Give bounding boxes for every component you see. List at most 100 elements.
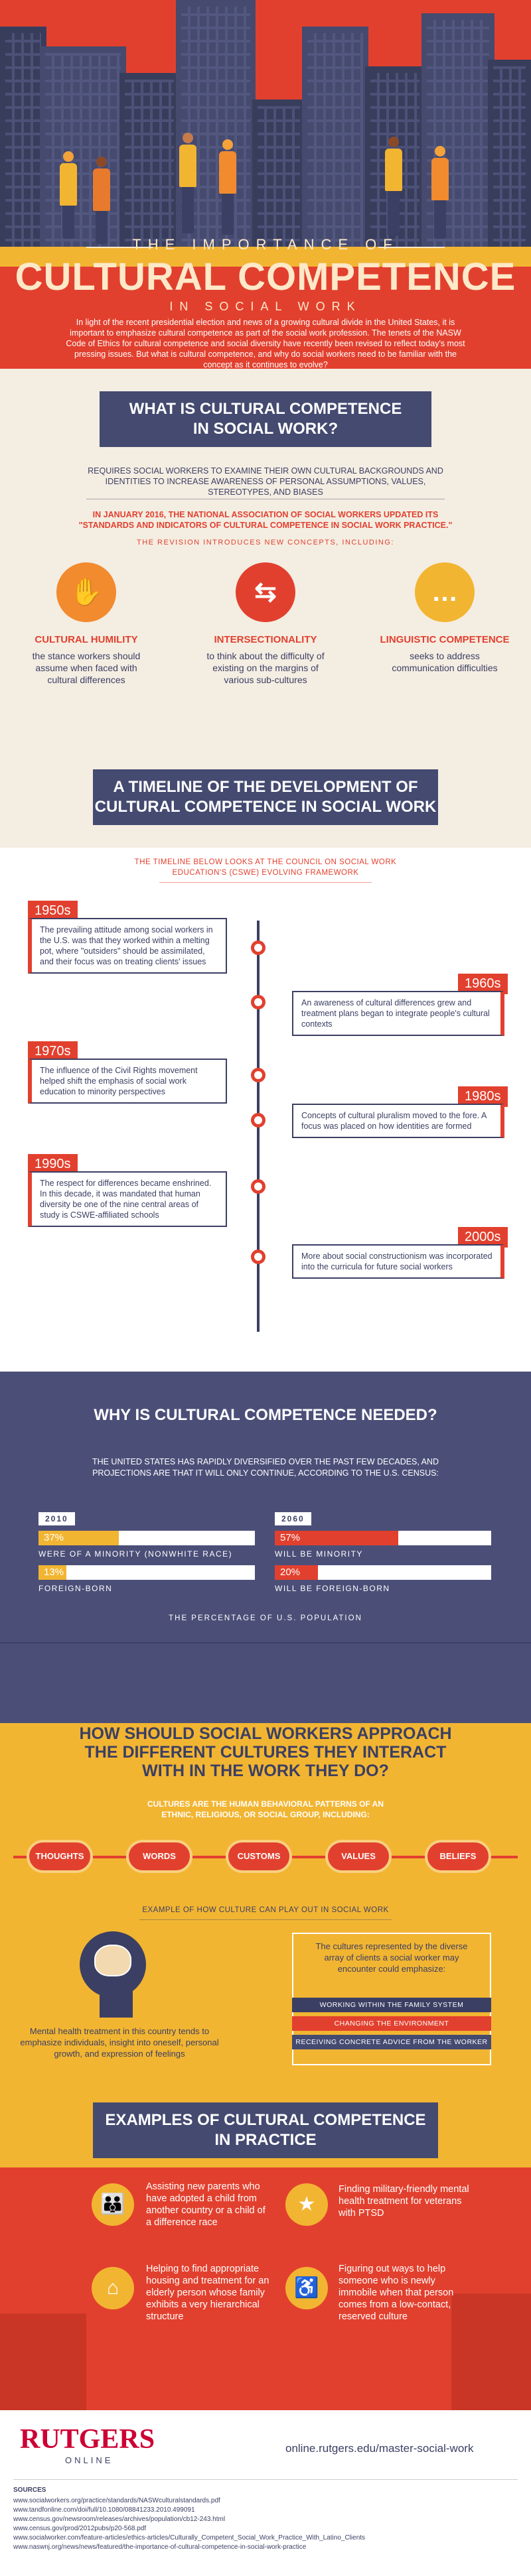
building-illustration	[252, 99, 305, 252]
decade-label: 1980s	[458, 1086, 508, 1107]
family-icon: 👪	[92, 2183, 134, 2226]
examples-section: 👪 Assisting new parents who have adopted…	[0, 2167, 531, 2410]
timeline-dot	[251, 1179, 266, 1194]
timeline-card: The respect for differences became enshr…	[28, 1171, 227, 1227]
source-link[interactable]: www.census.gov/prod/2012pubs/p20-568.pdf	[13, 2525, 147, 2532]
stat-label: WILL BE FOREIGN-BORN	[275, 1584, 390, 1593]
examples-heading-banner: EXAMPLES OF CULTURAL COMPETENCE IN PRACT…	[93, 2102, 438, 2166]
timeline-heading-line2: CULTURAL COMPETENCE IN SOCIAL WORK	[94, 798, 437, 816]
what-heading-line2: IN SOCIAL WORK?	[192, 420, 339, 438]
building-illustration	[0, 2313, 86, 2410]
source-link[interactable]: www.census.gov/newsroom/releases/archive…	[13, 2516, 226, 2523]
speech-bubble-icon: …	[415, 562, 475, 622]
stat-bar-fill	[275, 1565, 319, 1580]
stat-label: FOREIGN-BORN	[38, 1584, 113, 1593]
rutgers-logo-sub: ONLINE	[65, 2455, 114, 2465]
timeline-dot	[251, 1113, 266, 1127]
veteran-icon: ★	[285, 2183, 328, 2226]
what-heading-line1: WHAT IS CULTURAL COMPETENCE	[129, 400, 402, 418]
stat-bar: 37%	[38, 1531, 255, 1545]
how-intro: CULTURES ARE THE HUMAN BEHAVIORAL PATTER…	[147, 1799, 384, 1819]
stat-label: WILL BE MINORITY	[275, 1549, 363, 1559]
footer-url-link[interactable]: online.rutgers.edu/master-social-work	[285, 2442, 474, 2455]
culture-pill-words: WORDS	[126, 1840, 192, 1873]
culture-pill-customs: CUSTOMS	[226, 1840, 292, 1873]
divider	[139, 1919, 392, 1920]
how-heading-line2: THE DIFFERENT CULTURES THEY INTERACT	[84, 1743, 447, 1762]
decade-label: 1950s	[28, 901, 78, 921]
building-illustration	[451, 2293, 531, 2410]
timeline-card: The prevailing attitude among social wor…	[28, 918, 227, 974]
sources-title: SOURCES	[13, 2486, 46, 2494]
page-title: CULTURAL COMPETENCE	[15, 255, 516, 298]
how-heading: HOW SHOULD SOCIAL WORKERS APPROACH THE D…	[0, 1724, 531, 1780]
stat-bar-fill	[275, 1531, 398, 1545]
timeline-card: An awareness of cultural differences gre…	[292, 991, 504, 1036]
decade-label: 1990s	[28, 1154, 78, 1175]
what-heading-banner: WHAT IS CULTURAL COMPETENCE IN SOCIAL WO…	[100, 391, 431, 455]
timeline-section: THE TIMELINE BELOW LOOKS AT THE COUNCIL …	[0, 848, 531, 1372]
example-title: EXAMPLE OF HOW CULTURE CAN PLAY OUT IN S…	[142, 1906, 389, 1914]
building-illustration	[119, 73, 179, 252]
stat-bar-fill	[38, 1531, 119, 1545]
person-illustration	[60, 151, 77, 239]
source-link[interactable]: www.socialworker.com/feature-articles/et…	[13, 2534, 366, 2542]
timeline-dot	[251, 1068, 266, 1082]
nasw-update-text: IN JANUARY 2016, THE NATIONAL ASSOCIATIO…	[78, 510, 453, 530]
example-text: Helping to find appropriate housing and …	[146, 2264, 269, 2322]
timeline-heading-line1: A TIMELINE OF THE DEVELOPMENT OF	[113, 778, 418, 796]
year-label-2060: 2060	[275, 1512, 311, 1525]
building-illustration	[40, 46, 126, 252]
mental-health-text: Mental health treatment in this country …	[20, 2026, 219, 2059]
person-illustration	[93, 157, 110, 244]
timeline-card: More about social constructionism was in…	[292, 1244, 504, 1279]
building-illustration	[488, 60, 531, 252]
timeline-heading-banner: A TIMELINE OF THE DEVELOPMENT OF CULTURA…	[93, 769, 438, 833]
stat-bar-fill	[38, 1565, 67, 1580]
concept-description: seeks to address communication difficult…	[392, 651, 498, 673]
title-bottom: IN SOCIAL WORK	[169, 300, 362, 313]
examples-heading-line2: IN PRACTICE	[214, 2131, 317, 2149]
source-link[interactable]: www.socialworkers.org/practice/standards…	[13, 2497, 220, 2504]
emphasis-item-environment: CHANGING THE ENVIRONMENT	[292, 2016, 491, 2031]
divider	[0, 1642, 531, 1643]
timeline-dot	[251, 995, 266, 1009]
wheelchair-icon: ♿	[285, 2267, 328, 2309]
divider	[13, 2479, 518, 2480]
building-illustration	[302, 27, 368, 252]
source-link[interactable]: www.tandfonline.com/doi/full/10.1080/088…	[13, 2506, 195, 2514]
stat-bar: 20%	[275, 1565, 491, 1580]
timeline-dot	[251, 1250, 266, 1264]
why-text: THE UNITED STATES HAS RAPIDLY DIVERSIFIE…	[92, 1457, 439, 1478]
culture-pill-values: VALUES	[325, 1840, 392, 1873]
source-link[interactable]: www.naswnj.org/news/news/featured/the-im…	[13, 2544, 307, 2551]
concept-title: CULTURAL HUMILITY	[35, 634, 138, 645]
street-ground	[0, 247, 531, 267]
how-section: HOW SHOULD SOCIAL WORKERS APPROACH THE D…	[0, 1710, 531, 2167]
building-illustration	[0, 27, 46, 252]
person-illustration	[431, 146, 449, 239]
rutgers-logo: RUTGERS	[20, 2424, 155, 2455]
title-rule	[378, 247, 445, 248]
cultures-text: The cultures represented by the diverse …	[315, 1941, 468, 1974]
concept-title: INTERSECTIONALITY	[214, 634, 317, 645]
title-top: THE IMPORTANCE OF	[132, 236, 399, 253]
stat-bar: 57%	[275, 1531, 491, 1545]
year-label-2010: 2010	[38, 1512, 75, 1525]
example-text: Assisting new parents who have adopted a…	[146, 2181, 266, 2228]
why-heading: WHY IS CULTURAL COMPETENCE NEEDED?	[94, 1406, 437, 1424]
timeline-card: Concepts of cultural pluralism moved to …	[292, 1104, 504, 1138]
stat-footnote: THE PERCENTAGE OF U.S. POPULATION	[169, 1614, 362, 1622]
why-section: WHY IS CULTURAL COMPETENCE NEEDED? THE U…	[0, 1372, 531, 1710]
decade-label: 2000s	[458, 1227, 508, 1248]
emphasis-item-family: WORKING WITHIN THE FAMILY SYSTEM	[292, 1998, 491, 2012]
divider	[159, 882, 372, 883]
concept-title: LINGUISTIC COMPETENCE	[380, 634, 510, 645]
person-illustration	[385, 137, 402, 236]
stat-label: WERE OF A MINORITY (NONWHITE RACE)	[38, 1549, 233, 1559]
person-illustration	[179, 133, 196, 233]
what-is-section: WHAT IS CULTURAL COMPETENCE IN SOCIAL WO…	[0, 369, 531, 848]
intro-text: In light of the recent presidential elec…	[66, 318, 465, 369]
elderly-person-icon: ⌂	[92, 2267, 134, 2309]
head-profile-icon	[80, 1931, 153, 2018]
